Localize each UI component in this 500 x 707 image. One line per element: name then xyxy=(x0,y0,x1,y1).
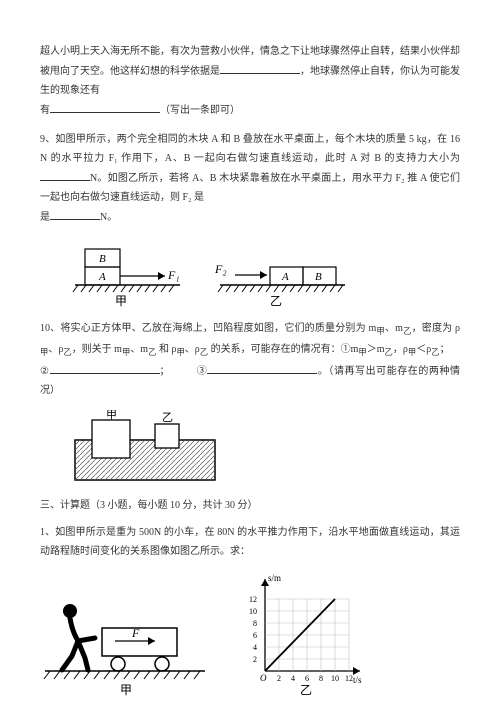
label-B: B xyxy=(99,253,106,265)
label-yi: 乙 xyxy=(270,294,282,307)
q9-text2: N。如图乙所示，若将 A、B 木块紧靠着放在水平桌面上，用水平力 F₂ 推 A … xyxy=(40,173,460,203)
calc1-figures: F 甲 2 4 6 8 10 12 2 4 6 8 10 12 O s/ xyxy=(40,571,460,696)
svg-text:8: 8 xyxy=(253,619,257,628)
blank xyxy=(220,61,300,74)
svg-text:6: 6 xyxy=(253,631,257,640)
label-A2: A xyxy=(281,271,289,283)
q9-text1: 9、如图甲所示，两个完全相同的木块 A 和 B 叠放在水平桌面上，每个木块的质量… xyxy=(40,134,460,164)
label-jia: 甲 xyxy=(115,294,127,307)
svg-text:6: 6 xyxy=(305,674,309,683)
label-yi: 乙 xyxy=(300,683,312,696)
label-jia: 甲 xyxy=(120,683,132,696)
calc1-fig-jia: F 甲 xyxy=(40,586,210,696)
q8-hx: 有 xyxy=(40,105,50,116)
q8-text3: （写出一条即可） xyxy=(160,105,240,116)
question-8: 超人小明上天入海无所不能，有次为营救小伙伴，情急之下让地球骤然停止自转，结果小伙… xyxy=(40,42,460,120)
label-yi: 乙 xyxy=(162,411,173,424)
svg-text:O: O xyxy=(260,673,267,683)
section-3-title: 三、计算题（3 小题，每小题 10 分，共计 30 分） xyxy=(40,496,460,515)
label-F1: F₁ xyxy=(167,268,180,282)
q9-text3: N。 xyxy=(100,212,117,223)
svg-text:2: 2 xyxy=(253,655,257,664)
blank xyxy=(50,207,100,220)
label-A: A xyxy=(98,271,106,283)
blank xyxy=(50,361,160,374)
question-9: 9、如图甲所示，两个完全相同的木块 A 和 B 叠放在水平桌面上，每个木块的质量… xyxy=(40,130,460,227)
label-F2: F₂ xyxy=(214,262,227,276)
q9-figure: A B F₁ 甲 F₂ A B 乙 xyxy=(70,237,460,307)
q10-figure: 甲 乙 xyxy=(70,410,460,488)
label-jia: 甲 xyxy=(106,410,117,421)
xaxis-label: t/s xyxy=(353,675,362,685)
svg-text:8: 8 xyxy=(319,674,323,683)
q9-hx: 是 xyxy=(40,212,50,223)
svg-text:12: 12 xyxy=(249,595,257,604)
svg-text:4: 4 xyxy=(291,674,295,683)
blank xyxy=(50,100,160,113)
svg-text:4: 4 xyxy=(253,643,257,652)
calc-question-1: 1、如图甲所示是重为 500N 的小车，在 80N 的水平推力作用下，沿水平地面… xyxy=(40,523,460,561)
calc1-fig-yi: 2 4 6 8 10 12 2 4 6 8 10 12 O s/m t/s 乙 xyxy=(240,571,370,696)
svg-text:10: 10 xyxy=(331,674,339,683)
blank xyxy=(207,361,317,374)
label-B2: B xyxy=(315,271,322,283)
svg-text:10: 10 xyxy=(249,607,257,616)
blank xyxy=(40,168,90,181)
svg-text:2: 2 xyxy=(277,674,281,683)
yaxis-label: s/m xyxy=(268,573,281,583)
question-10: 10、将实心正方体甲、乙放在海绵上，凹陷程度如图，它们的质量分别为 m甲、m乙，… xyxy=(40,319,460,400)
svg-text:12: 12 xyxy=(345,674,353,683)
label-F: F xyxy=(131,626,140,640)
